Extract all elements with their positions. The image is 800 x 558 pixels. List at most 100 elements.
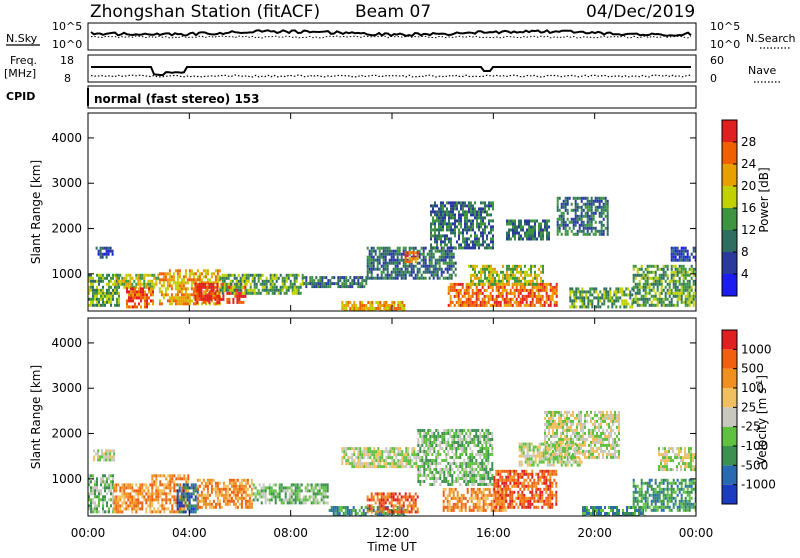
heatmap-cell: [432, 228, 434, 231]
heatmap-cell: [482, 271, 484, 274]
heatmap-cell: [438, 228, 440, 231]
heatmap-cell: [667, 268, 669, 271]
heatmap-cell: [94, 304, 96, 307]
heatmap-cell: [417, 453, 419, 456]
heatmap-cell: [653, 286, 655, 289]
heatmap-cell: [538, 229, 540, 232]
heatmap-cell: [603, 218, 605, 221]
heatmap-cell: [92, 298, 94, 301]
heatmap-cell: [466, 243, 468, 246]
heatmap-cell: [583, 302, 585, 305]
heatmap-cell: [456, 295, 458, 298]
heatmap-cell: [540, 226, 542, 229]
heatmap-cell: [377, 268, 379, 271]
heatmap-cell: [477, 438, 479, 441]
heatmap-cell: [451, 259, 453, 262]
heatmap-cell: [687, 253, 689, 256]
heatmap-cell: [575, 299, 577, 302]
freq-tick-bottom: 8: [64, 72, 71, 85]
heatmap-cell: [427, 462, 429, 465]
heatmap-cell: [454, 304, 456, 307]
heatmap-cell: [528, 289, 530, 292]
heatmap-cell: [385, 507, 387, 510]
heatmap-cell: [98, 283, 100, 286]
heatmap-cell: [663, 298, 665, 301]
heatmap-cell: [647, 283, 649, 286]
heatmap-cell: [393, 304, 395, 307]
heatmap-cell: [189, 501, 191, 504]
heatmap-cell: [417, 257, 419, 260]
heatmap-cell: [439, 462, 441, 465]
heatmap-cell: [415, 247, 417, 250]
heatmap-cell: [242, 292, 244, 295]
heatmap-cell: [254, 283, 256, 286]
heatmap-cell: [607, 227, 609, 230]
heatmap-cell: [94, 492, 96, 495]
heatmap-cell: [387, 510, 389, 513]
heatmap-cell: [266, 292, 268, 295]
heatmap-cell: [542, 298, 544, 301]
heatmap-cell: [579, 218, 581, 221]
heatmap-cell: [569, 299, 571, 302]
heatmap-cell: [153, 277, 155, 280]
heatmap-cell: [474, 274, 476, 277]
heatmap-cell: [413, 257, 415, 260]
heatmap-cell: [128, 299, 130, 302]
heatmap-cell: [177, 269, 179, 272]
heatmap-cell: [367, 465, 369, 468]
heatmap-cell: [294, 289, 296, 292]
heatmap-cell: [225, 494, 227, 497]
heatmap-cell: [611, 302, 613, 305]
heatmap-cell: [294, 277, 296, 280]
heatmap-cell: [459, 435, 461, 438]
heatmap-cell: [203, 290, 205, 293]
heatmap-cell: [223, 497, 225, 500]
heatmap-cell: [430, 213, 432, 216]
heatmap-cell: [581, 287, 583, 290]
heatmap-cell: [292, 289, 294, 292]
heatmap-cell: [671, 250, 673, 253]
heatmap-cell: [141, 495, 143, 498]
heatmap-cell: [165, 275, 167, 278]
heatmap-cell: [468, 289, 470, 292]
heatmap-cell: [448, 304, 450, 307]
heatmap-cell: [571, 209, 573, 212]
heatmap-cell: [532, 289, 534, 292]
heatmap-cell: [325, 276, 327, 279]
heatmap-cell: [425, 474, 427, 477]
heatmap-cell: [427, 441, 429, 444]
heatmap-cell: [429, 268, 431, 271]
heatmap-cell: [399, 271, 401, 274]
heatmap-cell: [101, 452, 103, 455]
heatmap-cell: [455, 262, 457, 265]
heatmap-cell: [544, 304, 546, 307]
heatmap-cell: [281, 483, 283, 486]
heatmap-cell: [488, 201, 490, 204]
heatmap-cell: [667, 265, 669, 268]
heatmap-cell: [671, 274, 673, 277]
heatmap-cell: [514, 292, 516, 295]
heatmap-cell: [171, 480, 173, 483]
heatmap-cell: [508, 304, 510, 307]
heatmap-cell: [118, 301, 120, 304]
heatmap-cell: [530, 265, 532, 268]
heatmap-cell: [115, 277, 117, 280]
heatmap-cell: [526, 232, 528, 235]
heatmap-cell: [669, 304, 671, 307]
heatmap-cell: [135, 492, 137, 495]
heatmap-cell: [542, 283, 544, 286]
heatmap-cell: [167, 281, 169, 284]
heatmap-cell: [236, 280, 238, 283]
heatmap-cell: [213, 488, 215, 491]
heatmap-cell: [661, 289, 663, 292]
heatmap-cell: [613, 299, 615, 302]
heatmap-cell: [683, 280, 685, 283]
heatmap-cell: [405, 510, 407, 513]
heatmap-cell: [665, 292, 667, 295]
heatmap-cell: [417, 465, 419, 468]
heatmap-cell: [599, 197, 601, 200]
heatmap-cell: [456, 219, 458, 222]
heatmap-cell: [482, 222, 484, 225]
heatmap-cell: [689, 289, 691, 292]
heatmap-cell: [315, 282, 317, 285]
